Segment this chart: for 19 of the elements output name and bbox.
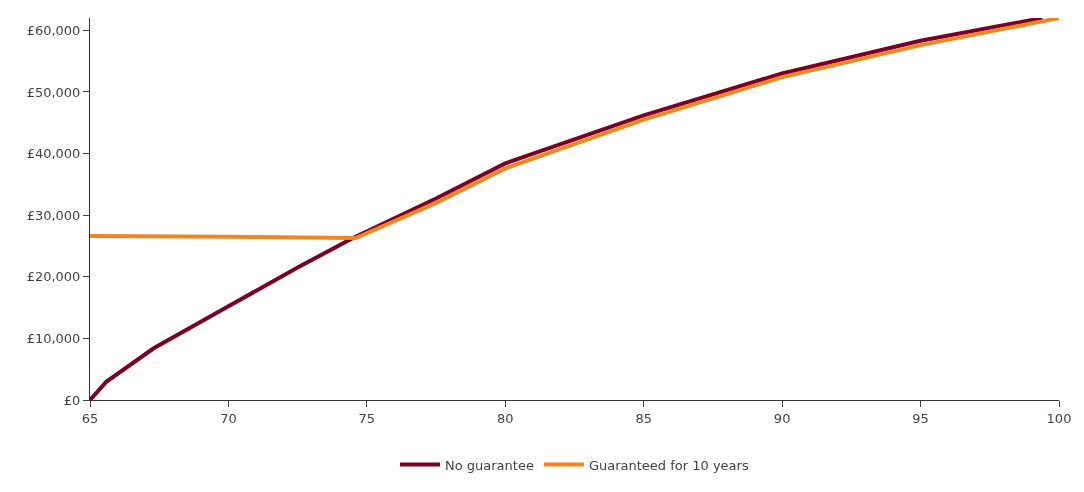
- y-tick-label: £10,000: [26, 330, 81, 346]
- x-tick-label: 80: [497, 410, 514, 426]
- x-tick-label: 90: [773, 410, 791, 426]
- y-tick-label: £40,000: [26, 146, 81, 162]
- x-tick-label: 85: [635, 410, 652, 426]
- y-tick-label: £20,000: [26, 269, 81, 285]
- x-tick-label: 75: [358, 410, 376, 426]
- y-tick-label: £30,000: [26, 207, 81, 223]
- x-tick-label: 95: [912, 410, 929, 426]
- y-tick-label: £50,000: [26, 84, 81, 100]
- legend-label: Guaranteed for 10 years: [588, 457, 749, 473]
- x-tick-label: 70: [220, 410, 237, 426]
- x-tick-label: 65: [81, 410, 99, 426]
- line-series: [90, 18, 1045, 400]
- y-tick-label: £60,000: [26, 22, 81, 38]
- legend-label: No guarantee: [445, 457, 534, 473]
- line-series: [90, 18, 1059, 240]
- x-tick-label: 100: [1046, 410, 1072, 426]
- y-tick-label: £0: [63, 392, 81, 408]
